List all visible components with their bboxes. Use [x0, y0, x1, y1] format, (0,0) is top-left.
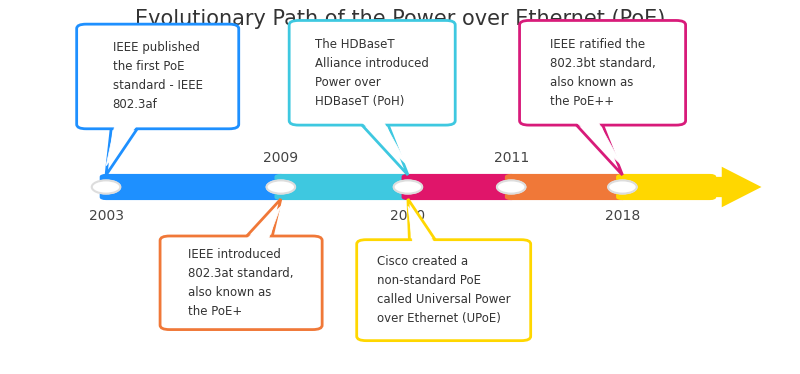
Text: 2018: 2018 [605, 209, 640, 223]
Polygon shape [106, 125, 137, 166]
Text: Cisco created a
non-standard PoE
called Universal Power
over Ethernet (UPoE): Cisco created a non-standard PoE called … [377, 255, 510, 325]
Text: 2010: 2010 [390, 209, 426, 223]
Text: IEEE published
the first PoE
standard - IEEE
802.3af: IEEE published the first PoE standard - … [113, 42, 202, 111]
FancyArrow shape [694, 167, 762, 207]
Polygon shape [106, 125, 140, 175]
Text: IEEE ratified the
802.3bt standard,
also known as
the PoE++: IEEE ratified the 802.3bt standard, also… [550, 38, 655, 108]
Polygon shape [575, 122, 622, 166]
FancyBboxPatch shape [357, 240, 530, 341]
FancyBboxPatch shape [100, 174, 287, 200]
Circle shape [608, 180, 637, 194]
Text: IEEE introduced
802.3at standard,
also known as
the PoE+: IEEE introduced 802.3at standard, also k… [188, 248, 294, 318]
Circle shape [497, 180, 526, 194]
Polygon shape [572, 121, 622, 175]
FancyBboxPatch shape [616, 174, 716, 200]
FancyBboxPatch shape [289, 21, 455, 125]
Text: Evolutionary Path of the Power over Ethernet (PoE): Evolutionary Path of the Power over Ethe… [135, 9, 665, 29]
Polygon shape [408, 199, 438, 244]
Circle shape [92, 180, 120, 194]
Polygon shape [361, 122, 408, 166]
FancyBboxPatch shape [274, 174, 414, 200]
Text: 2003: 2003 [89, 209, 123, 223]
Text: The HDBaseT
Alliance introduced
Power over
HDBaseT (PoH): The HDBaseT Alliance introduced Power ov… [315, 38, 429, 108]
Polygon shape [242, 199, 281, 240]
FancyBboxPatch shape [519, 21, 686, 125]
FancyBboxPatch shape [505, 174, 629, 200]
Polygon shape [358, 121, 408, 175]
Polygon shape [408, 206, 435, 243]
Polygon shape [246, 206, 281, 240]
Circle shape [266, 180, 295, 194]
Circle shape [394, 180, 422, 194]
Text: 2011: 2011 [494, 151, 529, 165]
FancyBboxPatch shape [77, 24, 238, 129]
Text: 2009: 2009 [263, 151, 298, 165]
FancyBboxPatch shape [160, 236, 322, 329]
FancyBboxPatch shape [402, 174, 518, 200]
